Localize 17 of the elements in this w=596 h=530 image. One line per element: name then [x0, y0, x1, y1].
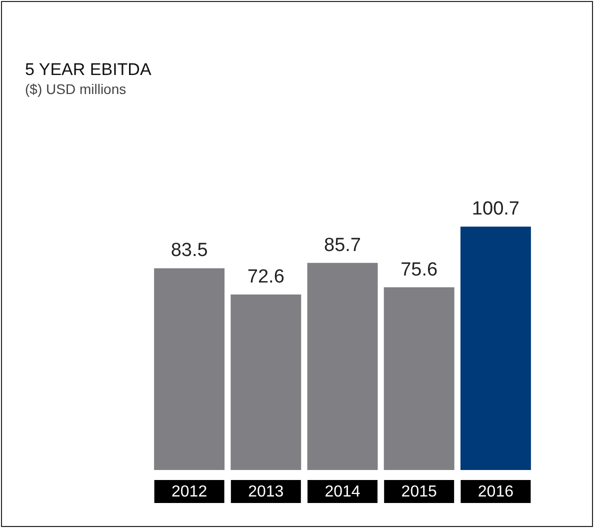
bar	[230, 294, 302, 470]
bar	[460, 226, 531, 470]
data-label: 100.7	[472, 198, 520, 220]
bar	[307, 262, 378, 470]
x-tick-label: 2015	[401, 484, 437, 500]
bar	[384, 287, 454, 470]
data-label: 75.6	[400, 259, 438, 280]
data-label: 85.7	[324, 234, 361, 256]
x-tick-label: 2012	[172, 484, 208, 500]
chart-subtitle: ($) USD millions	[25, 81, 126, 97]
x-tick-label: 2014	[324, 484, 360, 500]
bar	[154, 268, 225, 470]
data-label: 72.6	[247, 266, 284, 288]
chart-title: 5 YEAR EBITDA	[25, 60, 152, 79]
x-tick-label: 2013	[248, 484, 284, 500]
x-tick-label: 2016	[478, 484, 514, 500]
data-label: 83.5	[170, 240, 208, 262]
